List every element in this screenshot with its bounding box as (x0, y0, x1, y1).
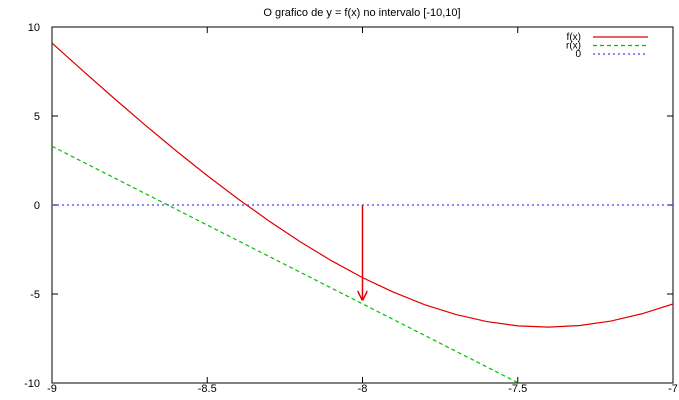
legend: f(x)r(x)0 (566, 32, 648, 60)
y-tick-label: -5 (30, 289, 40, 301)
axes-layer: -9 -8.5 -8 -7.5 -7 -10 -5 0 5 10 (24, 22, 678, 395)
chart-title: O grafico de y = f(x) no intervalo [-10,… (263, 7, 460, 19)
y-tick-label: 5 (34, 111, 40, 123)
x-tick-label: -8 (358, 383, 368, 395)
x-tick-label: -7.5 (508, 383, 527, 395)
series-line-rx (52, 145, 519, 383)
legend-label: r(x) (566, 41, 581, 52)
y-tick-label: -10 (24, 378, 40, 390)
x-tick-label: -7 (668, 383, 678, 395)
legend-label: 0 (575, 49, 581, 60)
x-tick-label: -8.5 (198, 383, 217, 395)
legend-label: f(x) (567, 32, 581, 43)
y-tick-label: 10 (28, 22, 40, 34)
y-tick-label: 0 (34, 200, 40, 212)
x-tick-label: -9 (47, 383, 57, 395)
